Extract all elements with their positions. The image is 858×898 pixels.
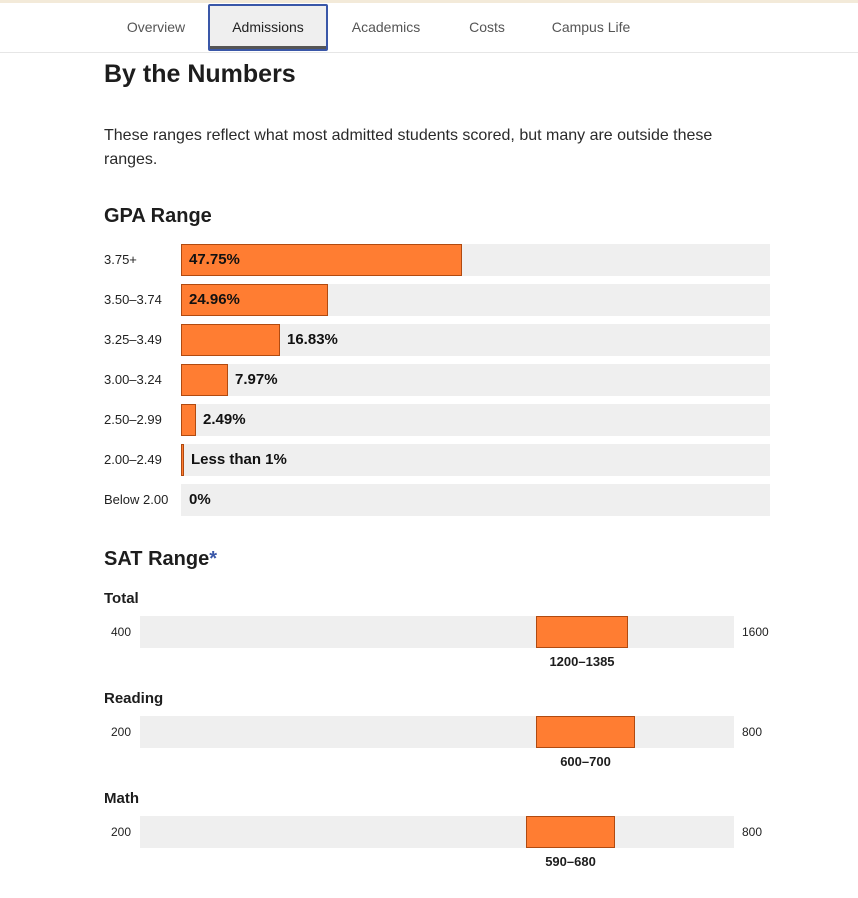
page-title: By the Numbers [104,60,296,88]
gpa-row: Below 2.00 0% [104,484,770,516]
gpa-category-label: 3.75+ [104,252,137,267]
sat-axis-min: 200 [111,825,132,839]
gpa-value-label: 2.49% [203,411,246,428]
gpa-row: 3.75+ 47.75% [104,244,770,276]
gpa-category-label: Below 2.00 [104,492,169,507]
gpa-value-label: 47.75% [189,251,240,268]
gpa-row: 3.50–3.74 24.96% [104,284,770,316]
gpa-bar [181,444,184,476]
sat-bar-track [140,816,734,848]
gpa-bar [181,364,228,396]
gpa-value-label: 16.83% [287,331,338,348]
gpa-heading: GPA Range [104,205,212,227]
sat-heading: SAT Range* [104,548,217,571]
gpa-value-label: 24.96% [189,291,240,308]
gpa-value-label: 7.97% [235,371,278,388]
gpa-bar [181,244,462,276]
gpa-value-label: Less than 1% [191,451,287,468]
sat-heading-text: SAT Range [104,548,210,570]
sat-range-label: 1200–1385 [549,654,615,669]
tab-overview[interactable]: Overview [126,19,186,35]
gpa-bar [181,284,328,316]
gpa-category-label: 2.50–2.99 [104,412,162,427]
gpa-category-label: 2.00–2.49 [104,452,162,467]
sat-footnote-asterisk[interactable]: * [209,548,217,570]
gpa-bar-track: 7.97% [181,364,770,396]
tab-admissions[interactable]: Admissions [208,4,328,51]
sat-range-bar [536,616,628,648]
sat-section-label: Math [104,790,139,807]
sat-bar-track [140,616,734,648]
sat-axis-min: 400 [111,625,132,639]
tab-academics[interactable]: Academics [351,19,421,35]
sat-bar-track [140,716,734,748]
gpa-value-label: 0% [189,491,211,508]
sat-range-label: 590–680 [545,854,596,869]
gpa-row: 3.25–3.49 16.83% [104,324,770,356]
gpa-row: 2.50–2.99 2.49% [104,404,770,436]
sat-section-label: Reading [104,690,164,707]
sat-range-bar [536,716,635,748]
gpa-bar-track: 2.49% [181,404,770,436]
gpa-bar-track: 16.83% [181,324,770,356]
tab-costs[interactable]: Costs [469,19,505,35]
sat-axis-max: 1600 [742,625,769,639]
sat-range-bar [526,816,615,848]
gpa-category-label: 3.25–3.49 [104,332,162,347]
sat-axis-min: 200 [111,725,132,739]
sat-axis-max: 800 [742,825,763,839]
gpa-bar-track: Less than 1% [181,444,770,476]
gpa-bar-track: 0% [181,484,770,516]
gpa-row: 2.00–2.49 Less than 1% [104,444,770,476]
sat-section-label: Total [104,590,139,607]
gpa-category-label: 3.00–3.24 [104,372,162,387]
gpa-category-label: 3.50–3.74 [104,292,162,307]
sat-axis-max: 800 [742,725,763,739]
intro-text: These ranges reflect what most admitted … [104,127,713,168]
gpa-bar [181,404,196,436]
gpa-row: 3.00–3.24 7.97% [104,364,770,396]
top-accent-line [0,0,858,3]
gpa-bar-track: 24.96% [181,284,770,316]
gpa-bar-track: 47.75% [181,244,770,276]
sat-range-label: 600–700 [560,754,611,769]
tab-campus-life[interactable]: Campus Life [551,19,631,35]
gpa-bar [181,324,280,356]
section-tabs: Overview Admissions Academics Costs Camp… [0,3,858,53]
